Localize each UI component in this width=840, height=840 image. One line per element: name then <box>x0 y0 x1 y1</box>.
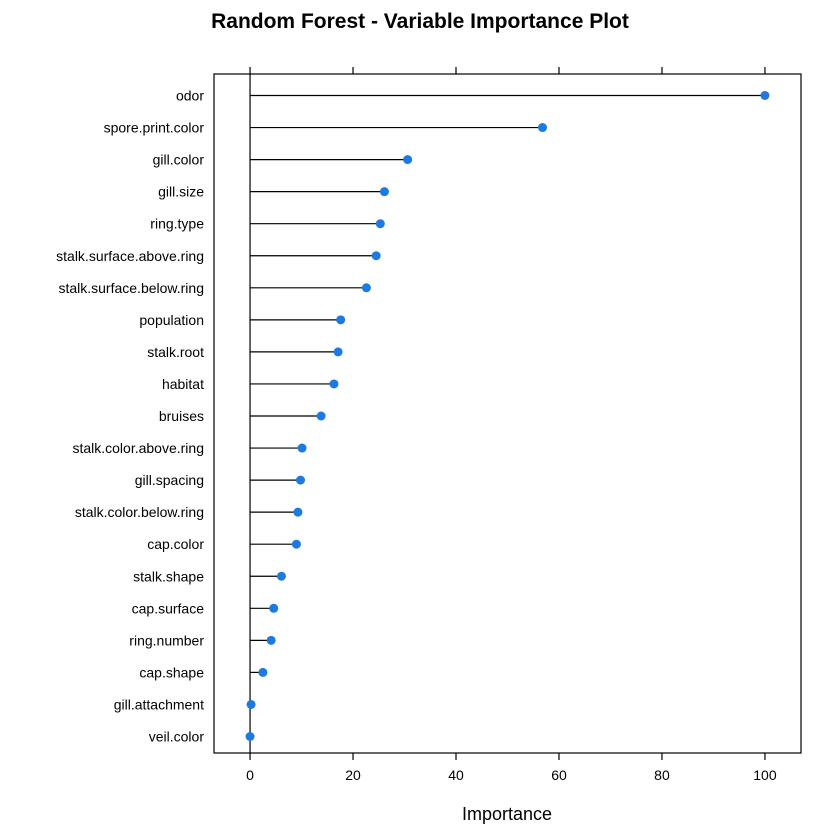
x-tick-label: 80 <box>654 767 670 783</box>
category-label: stalk.root <box>147 344 204 360</box>
importance-point <box>371 251 381 261</box>
x-tick-label: 60 <box>551 767 567 783</box>
category-label: stalk.shape <box>133 568 204 584</box>
importance-point <box>266 635 276 645</box>
x-axis-label: Importance <box>462 804 552 824</box>
importance-point <box>316 411 326 421</box>
category-label: ring.number <box>129 632 204 648</box>
category-label: stalk.color.above.ring <box>72 440 204 456</box>
category-label: habitat <box>162 376 204 392</box>
category-label: odor <box>176 88 204 104</box>
category-label: cap.surface <box>132 600 205 616</box>
chart-title: Random Forest - Variable Importance Plot <box>211 10 629 33</box>
x-tick-label: 0 <box>246 767 254 783</box>
importance-point <box>403 155 413 165</box>
category-label: gill.spacing <box>135 472 204 488</box>
category-labels: odor spore.print.color gill.color gill.size… <box>56 88 204 745</box>
importance-point <box>246 699 256 709</box>
x-axis-bottom-ticks <box>249 753 766 760</box>
importance-point <box>291 539 301 549</box>
importance-point <box>245 732 255 741</box>
importance-point <box>333 347 343 357</box>
importance-point <box>336 315 346 325</box>
x-axis-top-ticks <box>249 67 766 74</box>
importance-point <box>276 571 286 581</box>
category-label: population <box>139 312 204 328</box>
category-label: veil.color <box>149 729 205 745</box>
importance-point <box>329 379 339 389</box>
importance-point <box>361 283 371 293</box>
category-label: cap.color <box>147 536 204 552</box>
x-tick-label: 100 <box>753 767 777 783</box>
plot-frame <box>213 73 802 754</box>
x-tick-label: 20 <box>345 767 361 783</box>
importance-point <box>258 667 268 677</box>
importance-points <box>245 91 770 741</box>
importance-stems <box>250 94 765 706</box>
importance-point <box>269 603 279 613</box>
category-label: stalk.surface.above.ring <box>56 248 204 264</box>
category-label: spore.print.color <box>104 120 205 136</box>
importance-point <box>297 443 307 453</box>
importance-point <box>538 123 548 133</box>
x-axis-tick-labels: 0 20 40 60 80 100 <box>246 767 777 783</box>
importance-point <box>375 219 385 229</box>
category-label: gill.size <box>158 184 204 200</box>
importance-point <box>296 475 306 485</box>
category-label: bruises <box>159 408 204 424</box>
category-label: stalk.color.below.ring <box>75 504 204 520</box>
category-label: stalk.surface.below.ring <box>58 280 204 296</box>
category-label: cap.shape <box>139 664 204 680</box>
category-label: gill.color <box>153 152 205 168</box>
category-label: ring.type <box>150 216 204 232</box>
x-tick-label: 40 <box>448 767 464 783</box>
importance-point <box>379 187 389 197</box>
importance-point <box>760 91 770 100</box>
category-label: gill.attachment <box>114 696 204 712</box>
importance-point <box>293 507 303 517</box>
